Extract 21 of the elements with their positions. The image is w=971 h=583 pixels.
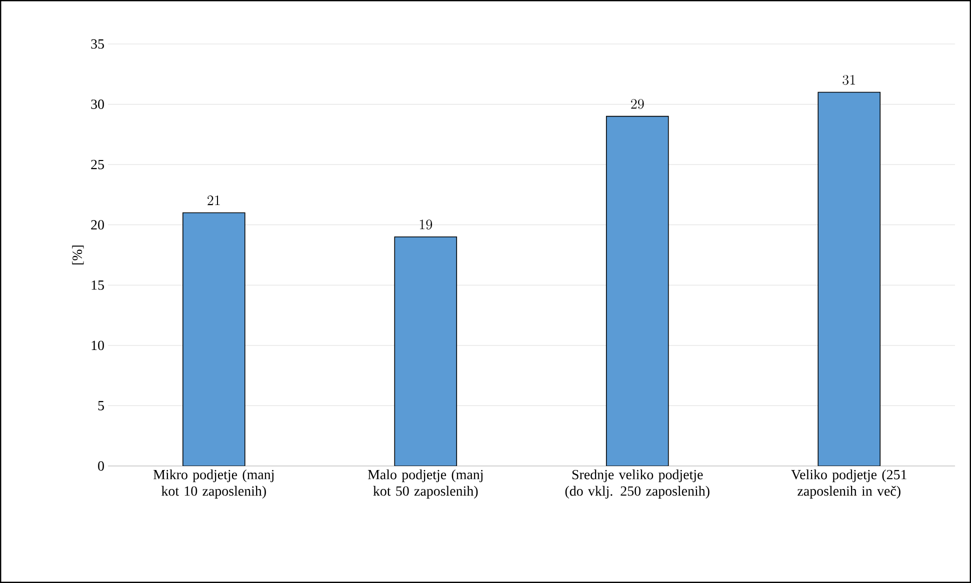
y-tick-label: 0 bbox=[98, 461, 104, 471]
y-axis-title: [%] bbox=[72, 246, 84, 264]
y-tick-label: 15 bbox=[92, 280, 104, 290]
y-tick-label: 10 bbox=[92, 340, 104, 350]
y-tick-label: 5 bbox=[98, 401, 104, 410]
x-tick-label: Mikro podjetje (manj kot 10 zaposlenih) bbox=[153, 469, 274, 499]
bar bbox=[818, 92, 881, 466]
data-label: 21 bbox=[208, 196, 220, 206]
data-label: 29 bbox=[631, 99, 644, 109]
bar bbox=[182, 212, 246, 466]
x-tick-label: Malo podjetje (manj kot 50 zaposlenih) bbox=[368, 469, 483, 499]
data-label: 31 bbox=[842, 74, 855, 85]
y-tick-label: 20 bbox=[91, 220, 104, 230]
y-tick-label: 25 bbox=[91, 160, 104, 170]
bar bbox=[606, 116, 669, 466]
y-tick-label: 30 bbox=[91, 100, 104, 109]
x-tick-label: Veliko podjetje (251 zaposlenih in več) bbox=[791, 469, 906, 499]
bar bbox=[394, 236, 458, 466]
x-tick-label: Srednje veliko podjetje (do vklj. 250 zaposlenih) bbox=[565, 469, 710, 499]
data-label: 19 bbox=[420, 220, 432, 230]
y-tick-label: 35 bbox=[91, 39, 104, 49]
